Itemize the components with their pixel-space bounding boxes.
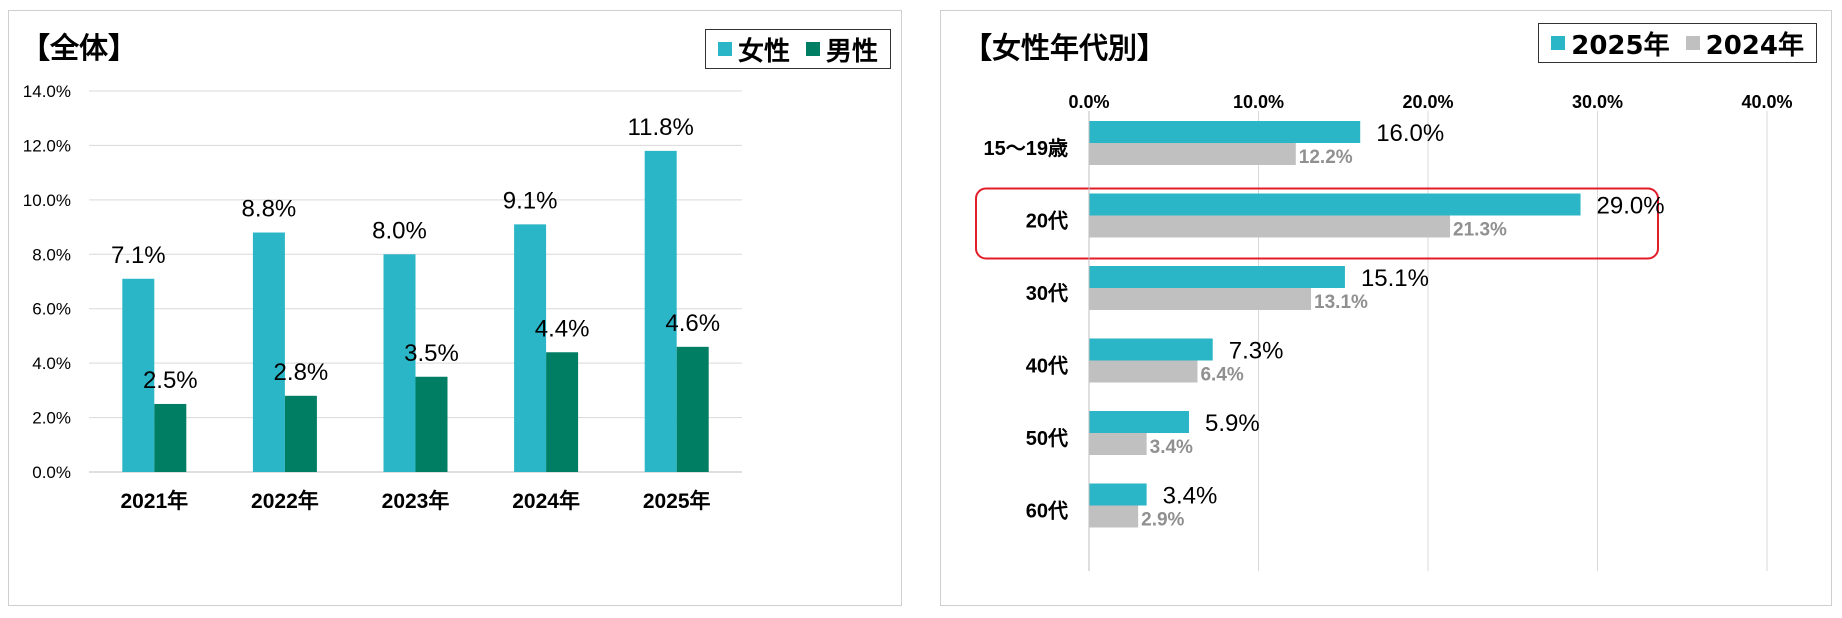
legend-item-2025: 2025年 bbox=[1551, 25, 1670, 62]
y-tick-label: 60代 bbox=[1026, 500, 1068, 523]
bar-female bbox=[383, 254, 416, 472]
highlight-box bbox=[975, 187, 1659, 260]
data-label-2025: 5.9% bbox=[1205, 410, 1260, 437]
x-tick-label: 20.0% bbox=[1402, 92, 1453, 112]
x-tick-label: 10.0% bbox=[1233, 92, 1284, 112]
data-label-female: 9.1% bbox=[503, 187, 558, 214]
bar-2024 bbox=[1089, 288, 1312, 310]
bar-chart-female-by-age: 0.0% 10.0% 20.0% 30.0% 40.0% 15～19歳 16.0% 12.2%… bbox=[975, 92, 1793, 571]
bar-2024 bbox=[1089, 433, 1147, 455]
bar-2025 bbox=[1089, 193, 1581, 216]
bar-2025 bbox=[1089, 338, 1213, 361]
data-label-2024: 13.1% bbox=[1314, 292, 1368, 313]
chart-title-female-by-age: 【女性年代別】 bbox=[963, 31, 1167, 65]
x-tick-label: 2022年 bbox=[251, 489, 319, 513]
x-tick-label: 30.0% bbox=[1572, 92, 1623, 112]
data-label-female: 11.8% bbox=[628, 114, 694, 141]
y-tick-label: 0.0% bbox=[32, 463, 71, 482]
bar-2025 bbox=[1089, 266, 1345, 288]
y-tick-label: 15～19歳 bbox=[984, 136, 1069, 160]
legend-female-by-age: 2025年 2024年 bbox=[1538, 23, 1817, 63]
bar-2024 bbox=[1089, 143, 1296, 165]
x-tick-label: 40.0% bbox=[1741, 92, 1792, 112]
y-tick-label: 14.0% bbox=[23, 82, 71, 101]
y-tick-label: 40代 bbox=[1026, 355, 1068, 378]
y-tick-label: 10.0% bbox=[23, 191, 71, 210]
bar-2025 bbox=[1089, 121, 1361, 143]
data-label-2025: 3.4% bbox=[1163, 483, 1218, 510]
y-tick-label: 30代 bbox=[1026, 282, 1068, 305]
data-label-2024: 6.4% bbox=[1200, 365, 1243, 386]
legend-swatch-female bbox=[717, 42, 732, 56]
legend-label-female: 女性 bbox=[737, 36, 790, 67]
legend-swatch-2025 bbox=[1551, 36, 1566, 50]
data-label-male: 4.6% bbox=[665, 310, 720, 337]
bar-male bbox=[676, 346, 709, 472]
y-tick-label: 6.0% bbox=[32, 300, 71, 319]
x-tick-label: 0.0% bbox=[1068, 92, 1109, 112]
data-label-2025: 15.1% bbox=[1361, 265, 1429, 292]
legend-label-male: 男性 bbox=[825, 36, 878, 67]
x-tick-label: 2025年 bbox=[643, 489, 711, 513]
data-label-2025: 29.0% bbox=[1597, 193, 1665, 220]
legend-swatch-2024 bbox=[1685, 36, 1700, 50]
data-label-2024: 21.3% bbox=[1453, 220, 1507, 241]
bar-female bbox=[252, 232, 285, 472]
x-tick-label: 2023年 bbox=[382, 489, 450, 513]
y-tick-label: 50代 bbox=[1026, 427, 1068, 450]
legend-item-male: 男性 bbox=[805, 31, 878, 68]
data-label-male: 3.5% bbox=[404, 340, 459, 367]
data-label-female: 8.0% bbox=[372, 217, 427, 244]
bar-male bbox=[415, 376, 448, 472]
legend-label-2024: 2024年 bbox=[1705, 30, 1804, 61]
chart-panel-overall: 【全体】 女性 男性 0.0% 2.0% 4.0% 6.0% 8.0% 10.0% 12.0… bbox=[8, 10, 902, 606]
y-tick-label: 4.0% bbox=[32, 354, 71, 373]
y-tick-label: 12.0% bbox=[23, 136, 71, 155]
legend-label-2025: 2025年 bbox=[1571, 30, 1670, 61]
bar-male bbox=[546, 352, 579, 472]
bar-chart-overall: 0.0% 2.0% 4.0% 6.0% 8.0% 10.0% 12.0% 14.0% 7.1% 2… bbox=[23, 82, 742, 513]
bar-female bbox=[644, 150, 677, 472]
legend-overall: 女性 男性 bbox=[704, 29, 891, 69]
data-label-male: 4.4% bbox=[535, 315, 590, 342]
data-label-2024: 3.4% bbox=[1150, 437, 1193, 458]
legend-item-2024: 2024年 bbox=[1685, 25, 1804, 62]
chart-title-overall: 【全体】 bbox=[21, 31, 138, 65]
bar-2024 bbox=[1089, 215, 1451, 238]
data-label-male: 2.8% bbox=[274, 359, 329, 386]
data-label-2024: 12.2% bbox=[1299, 147, 1353, 168]
y-tick-label: 20代 bbox=[1026, 210, 1068, 233]
x-tick-label: 2021年 bbox=[120, 489, 188, 513]
data-label-2025: 7.3% bbox=[1229, 338, 1284, 365]
bar-2025 bbox=[1089, 483, 1147, 506]
data-label-2024: 2.9% bbox=[1141, 510, 1184, 531]
bar-2025 bbox=[1089, 411, 1190, 433]
legend-swatch-male bbox=[805, 42, 820, 56]
data-label-female: 7.1% bbox=[111, 242, 166, 269]
bar-2024 bbox=[1089, 360, 1198, 383]
legend-item-female: 女性 bbox=[717, 31, 790, 68]
bar-male bbox=[154, 403, 187, 472]
y-tick-label: 8.0% bbox=[32, 245, 71, 264]
chart-panel-female-by-age: 【女性年代別】 2025年 2024年 0.0% 10.0% 20.0% 30.0% 4… bbox=[940, 10, 1832, 606]
y-tick-label: 2.0% bbox=[32, 409, 71, 428]
data-label-female: 8.8% bbox=[242, 196, 297, 223]
x-tick-label: 2024年 bbox=[512, 489, 580, 513]
bar-2024 bbox=[1089, 505, 1139, 528]
bar-female bbox=[514, 224, 547, 472]
bar-male bbox=[284, 395, 317, 472]
bar-female bbox=[122, 278, 155, 472]
data-label-male: 2.5% bbox=[143, 367, 198, 394]
data-label-2025: 16.0% bbox=[1376, 120, 1444, 147]
